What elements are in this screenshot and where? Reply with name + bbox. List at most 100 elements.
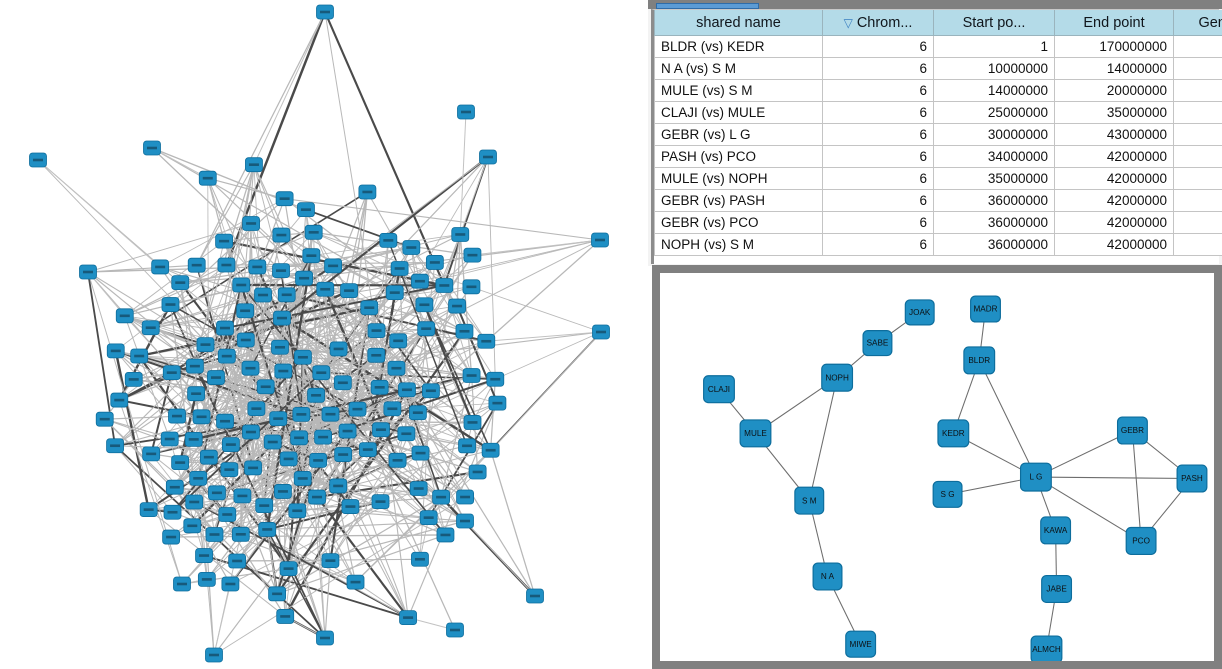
main-network-edge[interactable] xyxy=(196,265,252,433)
sub-network-node[interactable]: S M xyxy=(794,486,825,515)
main-network-edge[interactable] xyxy=(104,418,176,488)
table-row[interactable]: BLDR (vs) KEDR61170000000192.0 xyxy=(654,35,1222,58)
main-network-edge[interactable] xyxy=(196,11,326,266)
main-network-edge[interactable] xyxy=(174,486,231,585)
main-network-edge[interactable] xyxy=(206,413,331,580)
main-network-edge[interactable] xyxy=(245,156,489,341)
main-network-edge[interactable] xyxy=(490,379,496,451)
main-network-edge[interactable] xyxy=(266,500,381,531)
sub-network-node[interactable]: CLAJI xyxy=(703,375,735,404)
main-network-edge[interactable] xyxy=(342,382,456,631)
main-network-edge[interactable] xyxy=(342,340,487,384)
sub-network-node[interactable]: KEDR xyxy=(937,419,970,448)
sub-network-node[interactable]: PCO xyxy=(1125,526,1157,555)
main-network-edge[interactable] xyxy=(171,356,304,513)
main-network-edge[interactable] xyxy=(87,264,197,273)
sub-network-edge[interactable] xyxy=(1035,476,1192,480)
main-network-edge[interactable] xyxy=(151,147,425,306)
main-network-edge[interactable] xyxy=(224,327,326,639)
main-network-edge[interactable] xyxy=(495,331,602,380)
main-network-edge[interactable] xyxy=(419,390,432,560)
main-network-edge[interactable] xyxy=(380,496,442,503)
main-network-edge[interactable] xyxy=(283,331,602,372)
sub-network-node[interactable]: MIWE xyxy=(845,630,877,658)
main-network-edge[interactable] xyxy=(282,156,489,372)
sub-network-panel[interactable]: CLAJI MULE NOPH SABE JOAK S M N A MIWE MADR BLDR K… xyxy=(652,265,1222,669)
main-network-edge[interactable] xyxy=(174,486,409,618)
main-network-edge[interactable] xyxy=(124,315,171,440)
column-header-chromosome[interactable]: ▽ Chrom... xyxy=(822,10,934,36)
table-row[interactable]: PASH (vs) PCO6340000004200000011.4 xyxy=(654,145,1222,168)
main-network-edge[interactable] xyxy=(193,422,473,440)
main-network-edge[interactable] xyxy=(368,307,432,392)
table-row[interactable]: GEBR (vs) PCO636000000420000008.4 xyxy=(654,211,1222,234)
sub-network-node[interactable]: PASH xyxy=(1176,464,1208,493)
main-network-edge[interactable] xyxy=(318,378,496,461)
main-network-edge[interactable] xyxy=(472,239,601,256)
main-network-edge[interactable] xyxy=(37,159,161,268)
main-network-edge[interactable] xyxy=(399,268,473,423)
main-network-edge[interactable] xyxy=(425,239,601,330)
main-network-edge[interactable] xyxy=(324,289,332,415)
main-network-edge[interactable] xyxy=(174,265,334,488)
main-network-edge[interactable] xyxy=(459,156,489,235)
main-network-edge[interactable] xyxy=(150,327,351,507)
main-network-edge[interactable] xyxy=(151,147,282,272)
main-network-edge[interactable] xyxy=(253,164,340,350)
main-network-edge[interactable] xyxy=(226,285,445,515)
sub-network-node[interactable]: JABE xyxy=(1041,574,1073,603)
main-network-edge[interactable] xyxy=(276,496,442,595)
main-network-edge[interactable] xyxy=(114,350,150,510)
table-row[interactable]: MULE (vs) S M614000000200000007.5 xyxy=(654,79,1222,102)
edge-table[interactable]: shared name ▽ Chrom... Start po... End po… xyxy=(654,10,1222,256)
sub-network-edge[interactable] xyxy=(808,377,838,501)
main-network-edge[interactable] xyxy=(198,477,442,498)
sub-network-node[interactable]: NOPH xyxy=(821,363,854,392)
main-network-edge[interactable] xyxy=(201,294,288,418)
main-network-edge[interactable] xyxy=(169,438,268,530)
main-network-edge[interactable] xyxy=(196,164,255,266)
main-network-edge[interactable] xyxy=(253,164,282,236)
main-network-edge[interactable] xyxy=(486,331,602,342)
sub-network-node[interactable]: N A xyxy=(812,562,843,591)
main-network-edge[interactable] xyxy=(320,304,425,374)
main-network-edge[interactable] xyxy=(456,234,461,307)
main-network-edge[interactable] xyxy=(322,156,489,438)
main-network-edge[interactable] xyxy=(284,198,601,241)
main-network-edge[interactable] xyxy=(87,223,252,273)
main-network-edge[interactable] xyxy=(428,471,478,518)
sub-network-node[interactable]: KAWA xyxy=(1040,516,1072,545)
main-network-edge[interactable] xyxy=(316,497,326,639)
main-network-edge[interactable] xyxy=(490,450,536,597)
main-network-edge[interactable] xyxy=(330,331,465,561)
main-network-edge[interactable] xyxy=(279,278,305,348)
main-network-edge[interactable] xyxy=(459,111,467,235)
table-row[interactable]: GEBR (vs) L G6300000004300000016.9 xyxy=(654,123,1222,146)
table-row[interactable]: MULE (vs) NOPH6350000004200000010.5 xyxy=(654,167,1222,190)
main-network-edge[interactable] xyxy=(151,147,209,179)
sub-network-node[interactable]: ALMCH xyxy=(1030,635,1063,661)
main-network-edge[interactable] xyxy=(266,529,326,639)
main-network-edge[interactable] xyxy=(310,255,340,350)
main-network-edge[interactable] xyxy=(207,178,225,242)
column-header-end-point[interactable]: End point xyxy=(1054,10,1174,36)
main-network-edge[interactable] xyxy=(213,583,231,656)
main-network-edge[interactable] xyxy=(253,11,326,165)
table-row[interactable]: NOPH (vs) S M636000000420000009.9 xyxy=(654,233,1222,256)
sub-network-node[interactable]: MADR xyxy=(970,295,1001,323)
main-network-edge[interactable] xyxy=(410,247,432,391)
main-network-edge[interactable] xyxy=(324,560,332,639)
column-header-start-point[interactable]: Start po... xyxy=(933,10,1055,36)
table-row[interactable]: GEBR (vs) PASH636000000420000008.9 xyxy=(654,189,1222,212)
main-network-edge[interactable] xyxy=(191,457,210,526)
sub-network-node[interactable]: L G xyxy=(1019,462,1052,492)
main-network-edge[interactable] xyxy=(179,307,370,464)
main-network-edge[interactable] xyxy=(379,240,389,388)
table-row[interactable]: N A (vs) S M610000000140000006.6 xyxy=(654,57,1222,80)
main-network-edge[interactable] xyxy=(324,11,377,331)
sub-network-edge[interactable] xyxy=(1131,430,1142,541)
sub-network-edge[interactable] xyxy=(1035,476,1142,542)
main-network-edge[interactable] xyxy=(87,271,348,432)
edge-table-panel[interactable]: shared name ▽ Chrom... Start po... End po… xyxy=(648,0,1222,266)
column-header-shared-name[interactable]: shared name xyxy=(654,10,823,36)
